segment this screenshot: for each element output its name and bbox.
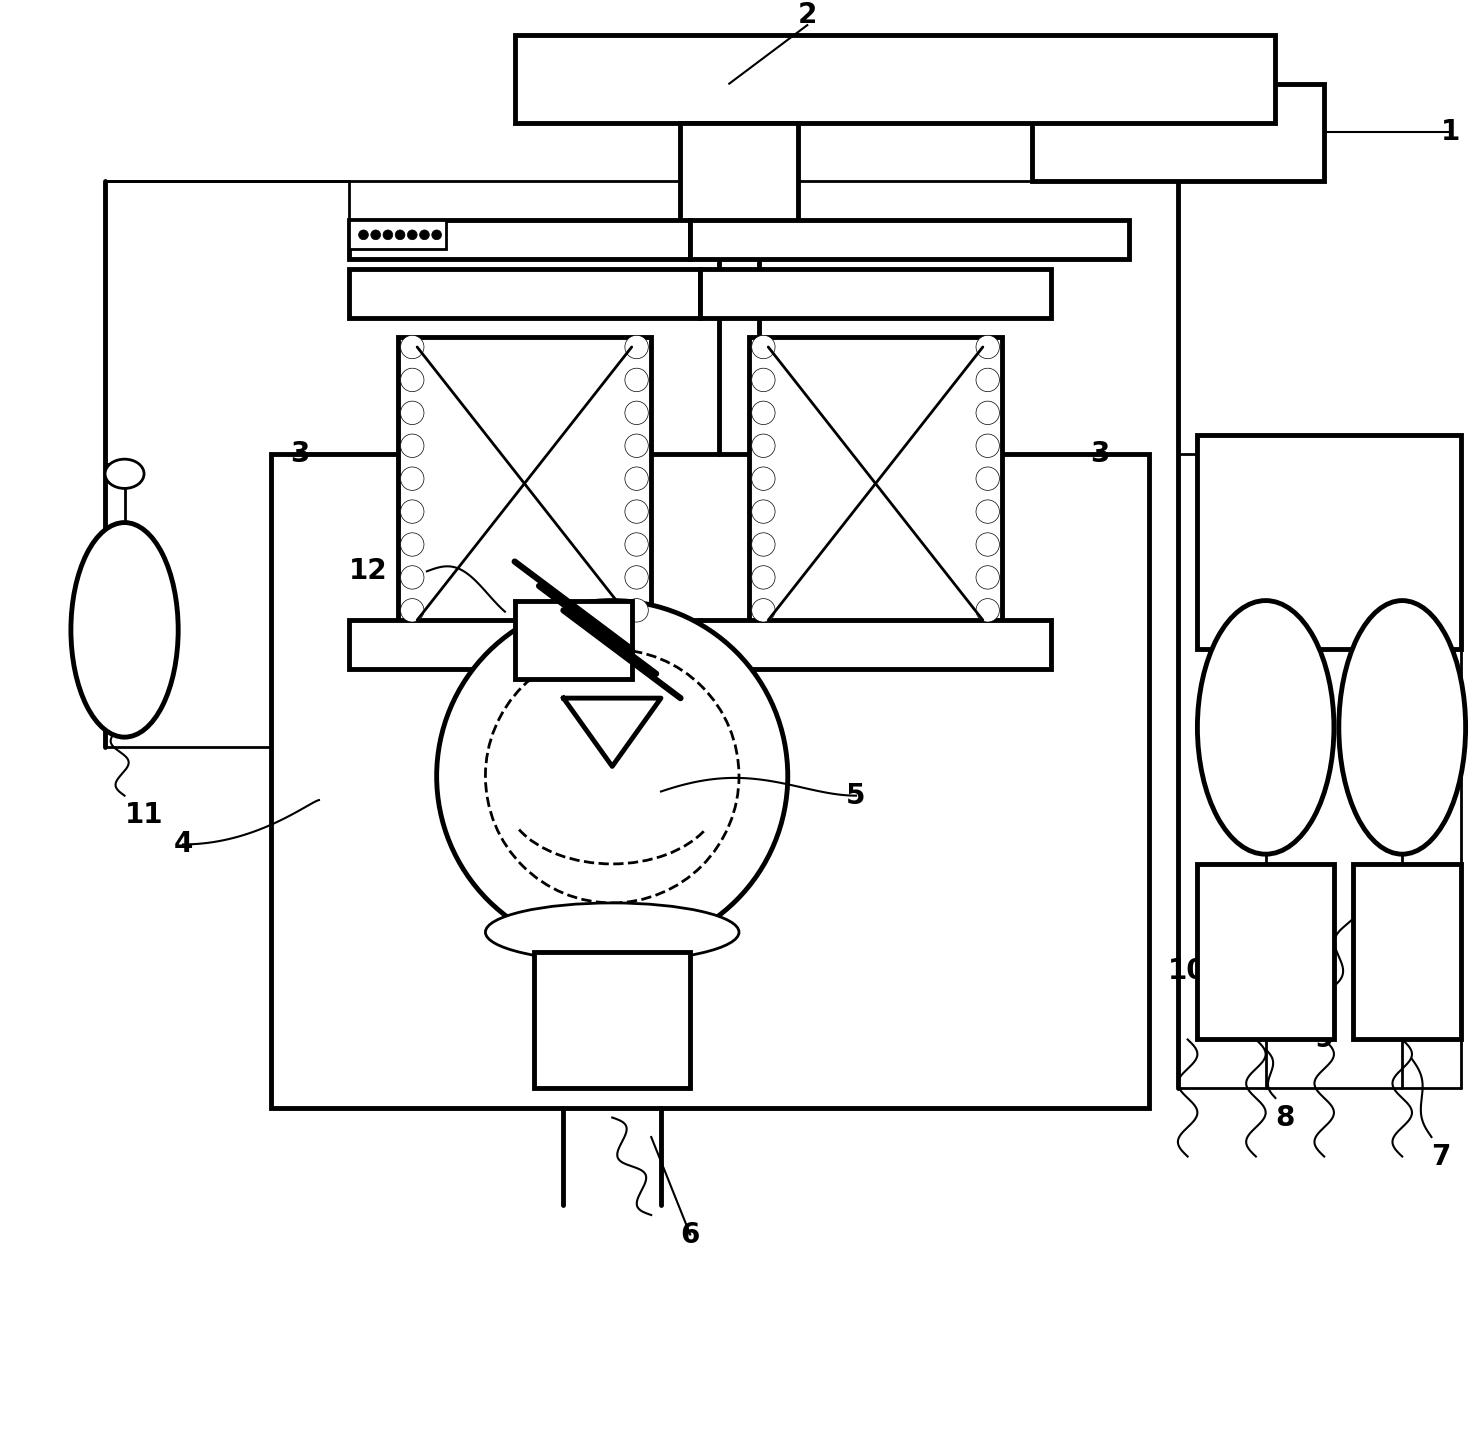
Bar — [680, 123, 798, 240]
Circle shape — [752, 368, 774, 392]
Circle shape — [752, 335, 774, 359]
Circle shape — [401, 335, 424, 359]
Bar — [349, 269, 701, 318]
Circle shape — [401, 598, 424, 622]
Ellipse shape — [71, 522, 179, 737]
Bar — [1354, 864, 1460, 1039]
Circle shape — [975, 532, 999, 557]
Text: 12: 12 — [349, 557, 387, 585]
Circle shape — [401, 499, 424, 524]
Bar — [1197, 435, 1460, 650]
Circle shape — [975, 401, 999, 425]
Bar — [1197, 864, 1335, 1039]
Circle shape — [752, 532, 774, 557]
Circle shape — [401, 467, 424, 491]
Ellipse shape — [105, 459, 143, 488]
Circle shape — [485, 650, 739, 903]
Circle shape — [625, 499, 649, 524]
Circle shape — [752, 467, 774, 491]
Bar — [349, 220, 446, 249]
Circle shape — [752, 565, 774, 590]
Circle shape — [975, 434, 999, 458]
Circle shape — [752, 598, 774, 622]
Bar — [514, 34, 1276, 123]
Bar — [701, 269, 1051, 318]
Circle shape — [420, 230, 429, 240]
Text: 5: 5 — [847, 781, 866, 810]
Circle shape — [975, 335, 999, 359]
Text: 1: 1 — [1441, 119, 1460, 146]
Text: 8: 8 — [1276, 1103, 1295, 1132]
Circle shape — [975, 368, 999, 392]
Bar — [1032, 83, 1324, 182]
Circle shape — [401, 434, 424, 458]
Circle shape — [752, 401, 774, 425]
Text: 6: 6 — [680, 1221, 701, 1248]
Bar — [534, 952, 690, 1088]
Circle shape — [625, 401, 649, 425]
Circle shape — [625, 598, 649, 622]
Circle shape — [401, 368, 424, 392]
Bar — [701, 620, 1051, 668]
Text: 9: 9 — [1314, 1026, 1333, 1053]
Text: 3: 3 — [1091, 441, 1110, 468]
Bar — [398, 338, 652, 630]
Circle shape — [401, 565, 424, 590]
Bar — [749, 338, 1002, 630]
Circle shape — [383, 230, 393, 240]
Circle shape — [625, 368, 649, 392]
Text: 2: 2 — [798, 1, 817, 30]
Circle shape — [625, 434, 649, 458]
Circle shape — [408, 230, 417, 240]
Bar — [690, 220, 1129, 259]
Circle shape — [625, 565, 649, 590]
Ellipse shape — [1339, 601, 1466, 854]
Circle shape — [395, 230, 405, 240]
Bar — [349, 620, 701, 668]
Text: 3: 3 — [290, 441, 310, 468]
Circle shape — [432, 230, 442, 240]
Text: 11: 11 — [124, 801, 163, 829]
Ellipse shape — [1197, 601, 1335, 854]
Bar — [514, 601, 631, 678]
Circle shape — [975, 499, 999, 524]
Circle shape — [371, 230, 380, 240]
Text: 4: 4 — [173, 830, 192, 859]
Bar — [270, 454, 1148, 1108]
Circle shape — [975, 565, 999, 590]
Circle shape — [625, 532, 649, 557]
Ellipse shape — [485, 903, 739, 962]
Circle shape — [359, 230, 368, 240]
Text: 10: 10 — [1168, 957, 1208, 985]
Circle shape — [436, 601, 788, 952]
Polygon shape — [563, 698, 661, 767]
Circle shape — [975, 467, 999, 491]
Circle shape — [752, 499, 774, 524]
Circle shape — [625, 335, 649, 359]
Circle shape — [975, 598, 999, 622]
Text: 7: 7 — [1432, 1142, 1451, 1171]
Circle shape — [752, 434, 774, 458]
Bar — [349, 220, 690, 259]
Circle shape — [625, 467, 649, 491]
Circle shape — [401, 532, 424, 557]
Circle shape — [401, 401, 424, 425]
